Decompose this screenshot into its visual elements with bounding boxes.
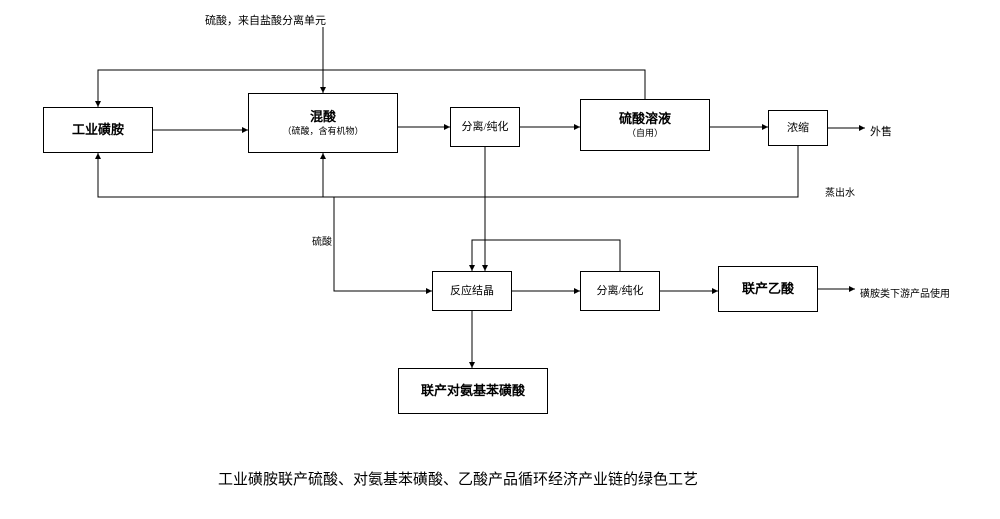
box-sep2: 分离/纯化 (580, 271, 660, 311)
input-label: 硫酸，来自盐酸分离单元 (205, 12, 326, 28)
box-sulfanilic: 联产对氨基苯磺酸 (398, 368, 548, 414)
title-solution: 硫酸溶液 (619, 111, 671, 128)
label-distilled: 蒸出水 (825, 184, 855, 199)
title-reaction: 反应结晶 (450, 284, 494, 298)
caption: 工业磺胺联产硫酸、对氨基苯磺酸、乙酸产品循环经济产业链的绿色工艺 (218, 468, 698, 489)
flowchart-canvas: 硫酸，来自盐酸分离单元 工业磺胺 混酸 （硫酸，含有机物） 分离/纯化 硫酸溶液… (0, 0, 1000, 519)
box-concentrate: 浓缩 (768, 110, 828, 146)
label-sale: 外售 (870, 123, 892, 139)
title-sep2: 分离/纯化 (596, 284, 643, 298)
arrows-layer (0, 0, 1000, 519)
label-downstream: 磺胺类下游产品使用 (860, 285, 950, 300)
title-sulfanilic: 联产对氨基苯磺酸 (421, 383, 525, 400)
box-industrial: 工业磺胺 (43, 107, 153, 153)
title-concentrate: 浓缩 (787, 121, 809, 135)
title-sep1: 分离/纯化 (461, 120, 508, 134)
box-reaction: 反应结晶 (432, 271, 512, 311)
title-industrial: 工业磺胺 (72, 122, 124, 139)
box-mixed-acid: 混酸 （硫酸，含有机物） (248, 93, 398, 153)
box-coacetic: 联产乙酸 (718, 266, 818, 312)
box-sep1: 分离/纯化 (450, 107, 520, 147)
subtitle-mixed-acid: （硫酸，含有机物） (282, 126, 363, 138)
subtitle-solution: （自用） (627, 128, 663, 140)
box-solution: 硫酸溶液 （自用） (580, 99, 710, 151)
title-mixed-acid: 混酸 (310, 109, 336, 126)
label-sulfuric: 硫酸 (312, 233, 332, 248)
title-coacetic: 联产乙酸 (742, 281, 794, 298)
